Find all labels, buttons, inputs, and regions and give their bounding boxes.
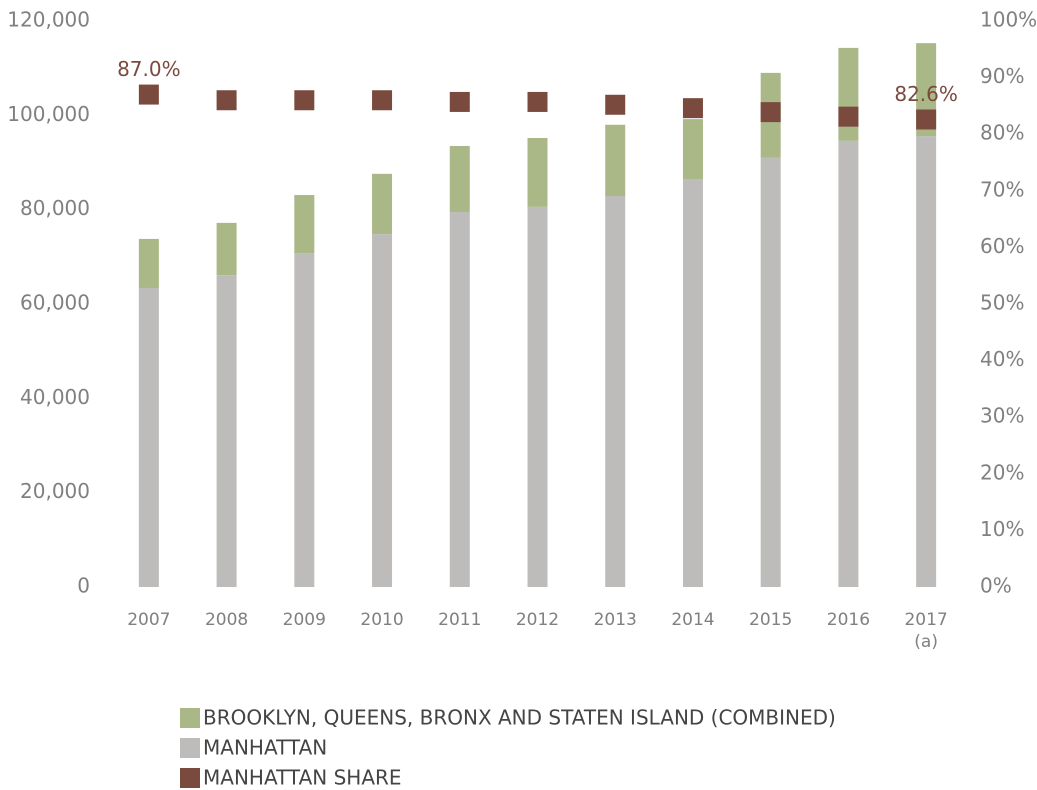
- y2-tick-label: 80%: [980, 121, 1024, 145]
- bar-segment: [682, 119, 703, 180]
- data-label: 87.0%: [117, 57, 181, 81]
- y-tick-label: 100,000: [7, 102, 90, 126]
- share-marker: [838, 106, 859, 127]
- y2-tick-label: 100%: [980, 8, 1037, 32]
- share-marker: [138, 84, 159, 105]
- share-marker: [216, 90, 237, 111]
- bar-segment: [449, 145, 470, 213]
- x-tick-label: 2013: [593, 610, 637, 630]
- y-tick-label: 20,000: [20, 479, 90, 503]
- y-tick-label: 120,000: [7, 8, 90, 32]
- x-tick-label: 2012: [515, 610, 560, 630]
- bar-segment: [605, 195, 626, 587]
- bar-segment: [760, 157, 781, 588]
- x-tick-label: 2009: [282, 610, 326, 630]
- y-tick-label: 60,000: [20, 291, 90, 315]
- x-tick-label: 2010: [360, 610, 404, 630]
- bar-segment: [294, 253, 315, 587]
- share-marker: [294, 90, 315, 111]
- y2-tick-label: 70%: [980, 177, 1024, 201]
- bar-segment: [138, 238, 159, 288]
- x-tick-label: 2008: [204, 610, 249, 630]
- share-marker: [605, 94, 626, 115]
- x-tick-label: 2014: [671, 610, 715, 630]
- y2-tick-label: 60%: [980, 234, 1024, 258]
- bar-segment: [372, 173, 393, 235]
- x-tick-label: 2007: [127, 610, 171, 630]
- bar-segment: [838, 140, 859, 587]
- bar-segment: [916, 136, 937, 587]
- y-tick-label: 0: [77, 574, 90, 598]
- share-marker: [916, 109, 937, 130]
- y2-tick-label: 30%: [980, 404, 1024, 428]
- bar-segment: [138, 287, 159, 587]
- share-marker: [682, 98, 703, 119]
- legend-label: MANHATTAN SHARE: [203, 766, 402, 790]
- x-tick-label: 2016: [826, 610, 871, 630]
- y-tick-label: 80,000: [20, 196, 90, 220]
- y2-tick-label: 40%: [980, 347, 1024, 371]
- x-tick-label: 2017 (a): [904, 610, 948, 652]
- bar-segment: [294, 195, 315, 254]
- y2-tick-label: 90%: [980, 64, 1024, 88]
- legend-swatch: [180, 768, 200, 788]
- x-tick-label: 2015: [749, 610, 793, 630]
- share-marker: [527, 91, 548, 112]
- legend-label: MANHATTAN: [203, 736, 327, 760]
- bar-segment: [372, 234, 393, 587]
- y2-tick-label: 20%: [980, 460, 1024, 484]
- bar-segment: [449, 212, 470, 587]
- x-tick-label: 2011: [438, 610, 482, 630]
- bar-segment: [216, 275, 237, 587]
- bar-segment: [216, 222, 237, 276]
- legend-swatch: [180, 738, 200, 758]
- share-marker: [372, 90, 393, 111]
- share-marker: [449, 91, 470, 112]
- y-tick-label: 40,000: [20, 385, 90, 409]
- bar-segment: [605, 124, 626, 196]
- legend-label: BROOKLYN, QUEENS, BRONX AND STATEN ISLAN…: [203, 706, 836, 730]
- y2-tick-label: 10%: [980, 517, 1024, 541]
- share-marker: [760, 102, 781, 123]
- bar-segment: [682, 179, 703, 587]
- y2-tick-label: 50%: [980, 291, 1024, 315]
- bar-segment: [527, 137, 548, 207]
- bar-segment: [527, 206, 548, 587]
- y2-tick-label: 0%: [980, 574, 1012, 598]
- data-label: 82.6%: [894, 82, 958, 106]
- legend-swatch: [180, 708, 200, 728]
- bar-segment: [838, 47, 859, 141]
